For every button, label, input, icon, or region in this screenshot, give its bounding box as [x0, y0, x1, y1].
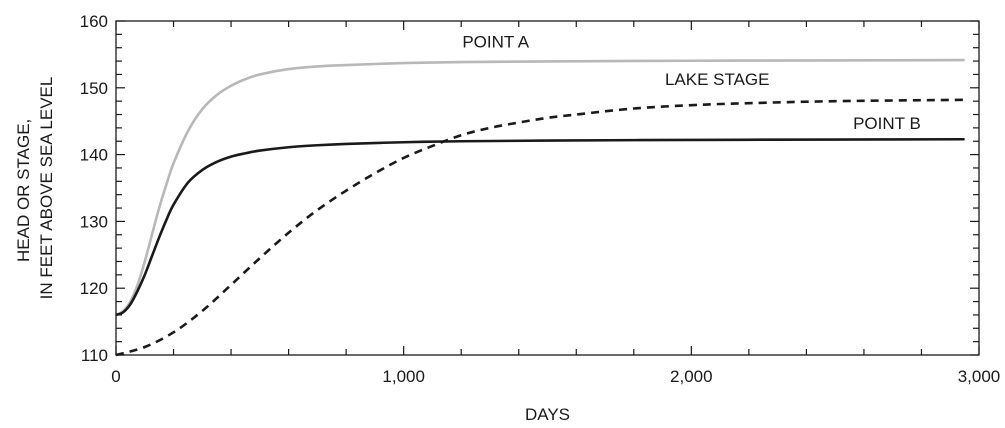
- y-axis-title-line-1: HEAD OR STAGE,: [14, 119, 33, 262]
- x-tick-label: 0: [111, 367, 120, 386]
- x-tick-label: 1,000: [382, 367, 425, 386]
- axis-ticks: [115, 20, 980, 356]
- y-tick-label: 140: [80, 146, 108, 165]
- series-line-lake-stage: [115, 98, 965, 357]
- series-label-point-b: POINT B: [853, 114, 921, 133]
- y-tick-label: 160: [80, 12, 108, 31]
- y-axis-title-line-2: IN FEET ABOVE SEA LEVEL: [37, 77, 56, 300]
- series-lines: [115, 58, 965, 357]
- series-line-point-b: [115, 137, 965, 317]
- y-tick-label: 120: [80, 279, 108, 298]
- series-labels: POINT A LAKE STAGE POINT B: [462, 33, 920, 133]
- series-label-lake-stage: LAKE STAGE: [665, 70, 770, 89]
- series-label-point-a: POINT A: [462, 33, 529, 52]
- x-tick-label: 2,000: [670, 367, 713, 386]
- axis-tick-labels: 0 1,000 2,000 3,000 110 120 130 140 150 160: [80, 12, 1001, 386]
- x-tick-label: 3,000: [958, 367, 1001, 386]
- y-tick-label: 110: [81, 346, 108, 365]
- y-tick-label: 130: [80, 212, 108, 231]
- series-line-point-a: [115, 58, 965, 317]
- x-axis-title: DAYS: [525, 405, 570, 424]
- y-tick-label: 150: [80, 79, 108, 98]
- plot-area-frame: [115, 20, 980, 356]
- y-axis-title: HEAD OR STAGE, IN FEET ABOVE SEA LEVEL: [14, 77, 56, 300]
